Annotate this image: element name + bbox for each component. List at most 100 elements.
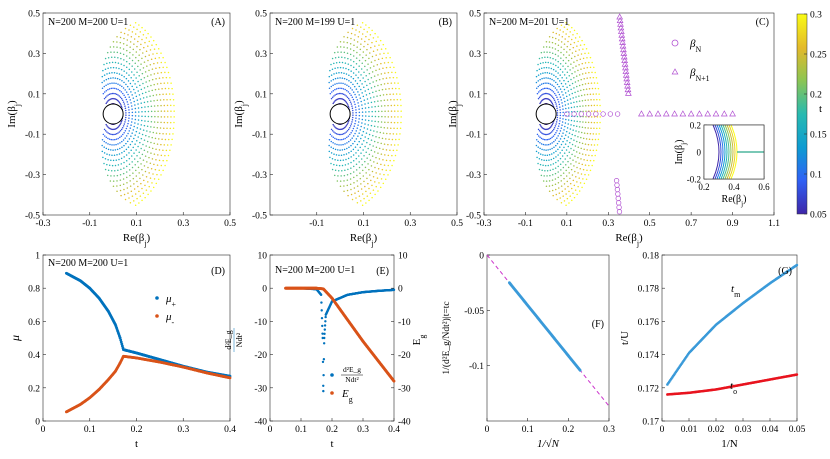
point: [597, 138, 600, 141]
point: [557, 77, 559, 80]
point: [105, 102, 107, 105]
point: [119, 142, 121, 144]
panel-title: N=200 M=201 U=1: [489, 17, 569, 28]
point: [344, 164, 347, 166]
point: [129, 174, 131, 177]
point: [119, 78, 121, 81]
beta-n-marker: [614, 111, 621, 117]
point: [567, 59, 570, 62]
point: [566, 86, 568, 89]
point: [556, 114, 559, 116]
point: [345, 101, 348, 103]
point: [162, 66, 164, 69]
point: [562, 59, 565, 62]
point: [555, 132, 557, 134]
point: [111, 128, 113, 131]
x-tick-label: 0.3: [602, 219, 614, 229]
point: [138, 24, 140, 26]
point: [574, 189, 577, 191]
point: [547, 77, 549, 79]
point: [354, 132, 356, 135]
point: [108, 99, 110, 101]
point: [118, 73, 121, 75]
point: [162, 56, 164, 59]
point: [159, 99, 162, 101]
point: [150, 84, 152, 87]
point: [105, 142, 107, 144]
point: [555, 156, 557, 158]
point: [579, 182, 582, 184]
point: [395, 93, 398, 95]
point: [112, 77, 114, 79]
point: [543, 92, 545, 95]
point: [101, 87, 104, 89]
point: [554, 53, 557, 56]
point: [144, 120, 146, 122]
point: [343, 180, 345, 182]
point: [338, 154, 340, 156]
point: [343, 127, 346, 129]
point: [138, 151, 140, 154]
point: [139, 98, 142, 100]
point: [106, 163, 108, 166]
point: [565, 95, 568, 98]
point: [102, 133, 105, 136]
point: [343, 148, 346, 151]
point: [343, 185, 345, 187]
point: [378, 44, 380, 46]
point: [123, 123, 126, 125]
point: [542, 82, 545, 85]
point: [145, 81, 147, 83]
point: [391, 154, 393, 157]
point: [333, 95, 335, 97]
point: [111, 144, 113, 146]
point: [396, 104, 399, 107]
point: [115, 143, 117, 146]
point: [332, 123, 334, 126]
point: [370, 61, 373, 63]
point: [134, 62, 136, 65]
point: [541, 77, 543, 80]
point: [164, 61, 166, 64]
point: [589, 133, 592, 135]
point: [120, 31, 122, 34]
point: [584, 126, 587, 129]
beta-n1-marker: [654, 110, 662, 117]
point: [140, 78, 142, 81]
point: [540, 174, 543, 177]
point: [160, 71, 163, 74]
point: [538, 57, 541, 60]
point: [163, 121, 166, 124]
point: [354, 34, 356, 36]
point: [560, 185, 563, 187]
point: [344, 62, 347, 64]
point: [350, 156, 352, 158]
series-point: [321, 360, 325, 364]
point: [350, 64, 352, 67]
point: [581, 62, 584, 65]
point: [364, 90, 366, 92]
inset-curve: [724, 124, 732, 180]
point: [131, 118, 133, 120]
point: [132, 54, 134, 56]
point: [351, 137, 353, 139]
point: [148, 90, 150, 93]
point: [577, 135, 579, 138]
point: [542, 180, 545, 182]
point: [350, 167, 352, 169]
point: [556, 89, 558, 91]
point: [340, 154, 343, 156]
legend-entry: βN: [689, 38, 701, 54]
point: [562, 94, 564, 96]
point: [119, 84, 121, 86]
point: [341, 169, 343, 172]
point: [536, 156, 538, 159]
point: [335, 93, 338, 95]
point: [338, 144, 340, 146]
point: [346, 130, 349, 132]
point: [400, 116, 402, 118]
point: [384, 116, 386, 118]
point: [124, 118, 127, 121]
point: [127, 103, 129, 106]
point: [362, 56, 364, 59]
